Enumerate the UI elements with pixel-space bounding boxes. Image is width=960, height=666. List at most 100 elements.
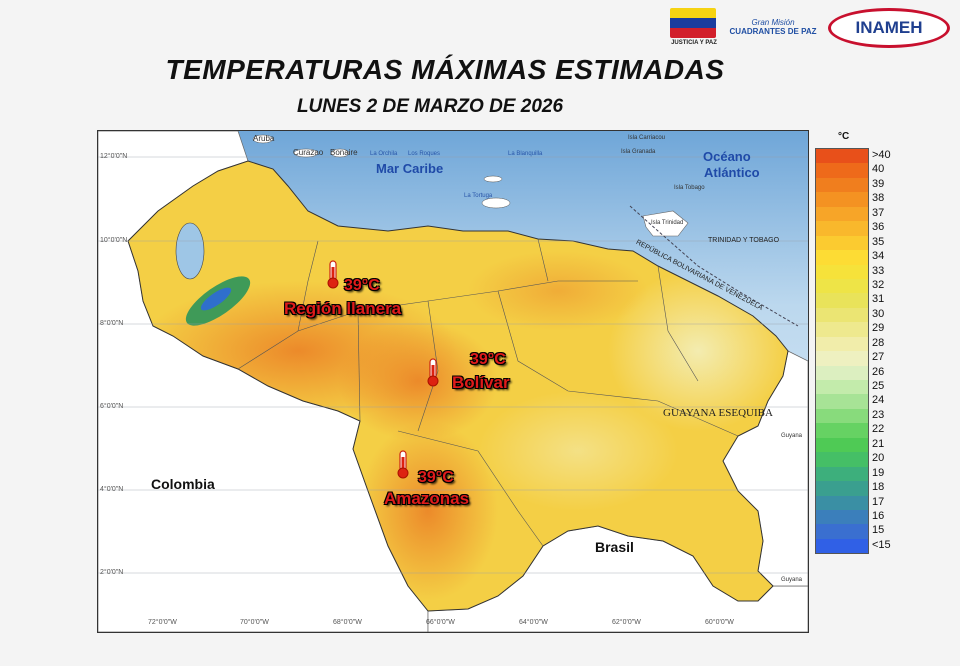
label-atlantico: Atlántico [704,165,760,180]
legend-swatch [816,481,868,496]
legend-swatch [816,495,868,510]
label-orchila: La Orchila [370,151,398,157]
gran-mision-logo: Gran Misión CUADRANTES DE PAZ [728,8,818,36]
legend-label: 35 [872,235,885,248]
legend-label: 18 [872,481,885,494]
label-mar-caribe: Mar Caribe [376,161,444,176]
legend-label: 37 [872,206,885,219]
lon-66: 66°0'0"W [426,619,455,626]
legend-swatch [816,278,868,294]
legend-label: 16 [872,509,885,522]
legend-swatch [816,394,868,409]
legend-swatch [816,538,868,554]
legend-swatch [816,322,868,337]
temperature-map [98,131,808,632]
legend-swatch [816,250,868,265]
gran-mision-top: Gran Misión [751,18,795,27]
label-roques: Los Roques [408,151,441,157]
lon-70: 70°0'0"W [240,619,269,626]
legend-swatch [816,149,868,164]
justicia-logo: JUSTICIA Y PAZ [670,8,718,46]
label-guyana-1: Guyana [781,433,803,439]
legend-label: 40 [872,163,885,176]
callout-amazonas-temp: 39°C [418,469,454,486]
label-tobago: Isla Tobago [674,185,705,191]
legend-swatch [816,293,868,308]
map-date: LUNES 2 DE MARZO DE 2026 [296,96,564,117]
legend-label: 17 [872,495,885,508]
callout-llanera-region: Región llanera [284,299,402,318]
thermometer-icon [427,358,439,387]
map-title: TEMPERATURAS MÁXIMAS ESTIMADAS [165,54,725,85]
label-bonaire: Bonaire [330,148,358,157]
legend-unit: °C [838,131,850,142]
legend-label: 29 [872,322,885,335]
legend-label: 38 [872,192,885,205]
logos: JUSTICIA Y PAZ Gran Misión CUADRANTES DE… [670,8,950,52]
lat-2: 2°0'0"N [100,569,124,576]
lon-72: 72°0'0"W [148,619,177,626]
legend-swatch [816,380,868,395]
label-granada: Isla Granada [621,149,656,155]
label-trinidad-tobago: TRINIDAD Y TOBAGO [708,237,780,244]
legend-label: 22 [872,423,885,436]
venezuela-flag-icon [670,8,716,38]
lat-8: 8°0'0"N [100,320,124,327]
legend-label: 28 [872,336,885,349]
legend-swatch [816,336,868,352]
legend-swatch [816,264,868,279]
legend-swatch [816,365,868,380]
legend-swatch [816,163,868,178]
legend-swatch [816,221,868,236]
lake-maracaibo [175,222,205,280]
label-aruba: Aruba [253,134,275,143]
legend-label: 20 [872,452,885,465]
label-oceano: Océano [703,149,751,164]
legend-swatch [816,177,868,193]
map-frame: 12°0'0"N 10°0'0"N 8°0'0"N 6°0'0"N 4°0'0"… [97,130,809,633]
legend-label: 39 [872,177,885,190]
label-tortuga: La Tortuga [464,193,493,199]
legend-label: 33 [872,264,885,277]
label-colombia: Colombia [151,476,215,492]
lat-4: 4°0'0"N [100,486,124,493]
legend-swatch [816,524,868,539]
legend-colorbar [815,148,869,555]
legend-label: 24 [872,394,885,407]
legend-label: >40 [872,149,891,161]
legend-label: 19 [872,466,885,479]
label-guyana-2: Guyana [781,577,803,583]
legend-swatch [816,307,868,323]
callout-bolivar-region: Bolívar [452,373,510,392]
legend-label: <15 [872,538,891,551]
legend-swatch [816,509,868,525]
label-curazao: Curazao [293,148,324,157]
label-carriacou: Isla Carriacou [628,135,666,141]
label-blanquilla: La Blanquilla [508,151,543,157]
legend-swatch [816,466,868,482]
legend-swatch [816,423,868,438]
legend-swatch [816,192,868,207]
inameh-label: INAMEH [855,18,923,37]
legend-swatch [816,437,868,453]
lon-62: 62°0'0"W [612,619,641,626]
inameh-logo: INAMEH [828,8,950,48]
legend-labels: >40 40 39 38 37 36 35 34 33 32 31 30 29 28 27 26 25 24 23 2… [872,148,891,552]
legend-label: 27 [872,351,885,364]
thermometer-icon [397,450,409,479]
lat-6: 6°0'0"N [100,403,124,410]
legend-label: 21 [872,437,885,450]
callout-amazonas-region: Amazonas [384,489,470,508]
lon-60: 60°0'0"W [705,619,734,626]
legend-swatch [816,408,868,424]
legend-label: 15 [872,524,885,537]
maritime-boundary [629,205,799,327]
graticule [98,156,808,574]
lat-12: 12°0'0"N [100,153,128,160]
lon-64: 64°0'0"W [519,619,548,626]
lat-10: 10°0'0"N [100,237,128,244]
trinidad-island [642,210,689,237]
legend-label: 31 [872,293,885,306]
legend-label: 30 [872,307,885,320]
legend-swatch [816,351,868,366]
